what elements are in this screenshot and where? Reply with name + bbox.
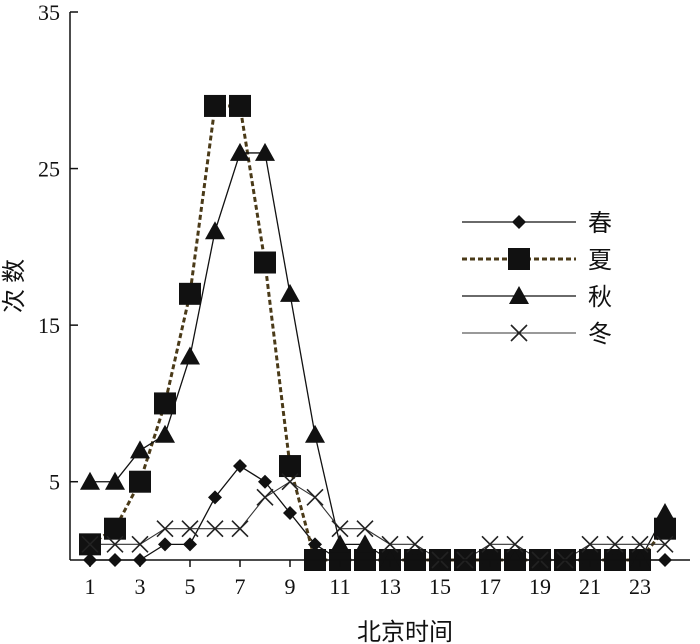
data-point-x	[406, 535, 424, 553]
x-tick-label: 17	[479, 574, 501, 599]
data-point-x	[506, 535, 524, 553]
data-point-triangle	[380, 550, 400, 568]
y-tick-label: 5	[49, 470, 60, 495]
x-tick-label: 13	[379, 574, 401, 599]
data-point-x	[206, 520, 224, 538]
y-tick-label: 15	[38, 313, 60, 338]
legend-marker-square	[508, 248, 530, 270]
data-point-x	[231, 520, 249, 538]
x-tick-label: 11	[329, 574, 350, 599]
data-point-triangle	[255, 142, 275, 161]
legend-marker-x	[510, 324, 528, 342]
y-tick-label: 25	[38, 157, 60, 182]
data-point-x	[656, 535, 674, 553]
x-tick-label: 15	[429, 574, 451, 599]
data-point-square	[129, 470, 151, 493]
y-ticks: 5 15 25 35	[38, 0, 78, 495]
x-tick-label: 21	[579, 574, 601, 599]
data-point-diamond	[283, 506, 297, 521]
data-point-x	[81, 535, 99, 553]
data-point-square	[204, 94, 226, 117]
data-point-x	[181, 520, 199, 538]
data-point-diamond	[258, 474, 272, 489]
data-point-triangle	[655, 503, 675, 522]
series-line-square	[89, 104, 667, 562]
data-point-square	[279, 455, 301, 478]
data-point-square	[654, 517, 676, 540]
x-tick-label: 19	[529, 574, 551, 599]
data-point-diamond	[208, 490, 222, 505]
y-tick-label: 35	[38, 0, 60, 25]
data-point-triangle	[180, 346, 200, 365]
series-line-triangle	[90, 152, 666, 561]
data-point-x	[256, 488, 274, 506]
data-point-x	[581, 535, 599, 553]
data-point-x	[631, 535, 649, 553]
data-point-square	[104, 517, 126, 540]
data-point-diamond	[233, 459, 247, 474]
x-tick-label: 3	[135, 574, 146, 599]
data-point-triangle	[405, 550, 425, 568]
data-point-x	[156, 520, 174, 538]
data-point-x	[381, 535, 399, 553]
data-point-triangle	[105, 471, 125, 490]
series-lines	[89, 104, 667, 562]
data-point-triangle	[280, 283, 300, 302]
series-line-diamond	[90, 465, 665, 561]
x-tick-label: 9	[285, 574, 296, 599]
data-point-x	[131, 535, 149, 553]
data-point-square	[229, 94, 251, 117]
data-point-triangle	[580, 550, 600, 568]
x-tick-label: 7	[235, 574, 246, 599]
data-point-triangle	[630, 550, 650, 568]
data-point-triangle	[155, 424, 175, 443]
legend-label: 冬	[588, 321, 612, 348]
data-point-square	[179, 282, 201, 305]
y-axis-title: 次 数	[1, 259, 28, 313]
data-point-triangle	[480, 550, 500, 568]
x-tick-label: 23	[629, 574, 651, 599]
x-tick-label: 1	[85, 574, 96, 599]
data-point-x	[281, 473, 299, 491]
series-markers	[79, 94, 676, 571]
data-point-triangle	[80, 471, 100, 490]
series-line-x	[90, 481, 665, 561]
x-ticks: 1 3 5 7 9 11 13 15 17 19 21 23	[85, 560, 651, 599]
data-point-x	[331, 520, 349, 538]
data-point-triangle	[330, 534, 350, 553]
x-axis-title: 北京时间	[357, 619, 453, 644]
data-point-triangle	[130, 440, 150, 459]
legend-marker-diamond	[512, 215, 526, 229]
data-point-triangle	[355, 534, 375, 553]
legend-label: 秋	[588, 284, 612, 311]
data-point-diamond	[183, 537, 197, 552]
data-point-triangle	[605, 550, 625, 568]
data-point-triangle	[205, 221, 225, 240]
data-point-triangle	[505, 550, 525, 568]
data-point-square	[154, 392, 176, 415]
data-point-diamond	[308, 537, 322, 552]
data-point-triangle	[305, 424, 325, 443]
data-point-x	[606, 535, 624, 553]
data-point-square	[254, 251, 276, 274]
legend-label: 春	[588, 210, 612, 237]
data-point-x	[356, 520, 374, 538]
legend-marker-triangle	[509, 286, 529, 304]
x-tick-label: 5	[185, 574, 196, 599]
data-point-x	[106, 535, 124, 553]
data-point-x	[306, 488, 324, 506]
data-point-triangle	[230, 142, 250, 161]
legend-label: 夏	[588, 248, 612, 274]
data-point-x	[481, 535, 499, 553]
data-point-diamond	[158, 537, 172, 552]
